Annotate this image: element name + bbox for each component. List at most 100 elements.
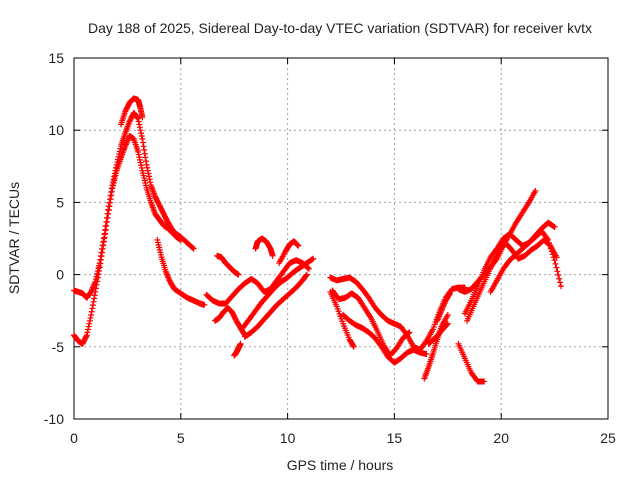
data-point xyxy=(295,242,302,249)
data-point xyxy=(108,188,115,195)
data-point xyxy=(135,115,142,122)
data-point xyxy=(100,238,107,245)
data-point xyxy=(146,176,153,183)
data-point xyxy=(444,312,451,319)
data-point xyxy=(97,260,104,267)
data-point xyxy=(104,214,111,221)
data-point xyxy=(481,378,488,385)
data-point xyxy=(139,139,146,146)
x-tick-label: 15 xyxy=(387,430,403,446)
data-point xyxy=(93,281,100,288)
data-point xyxy=(89,302,96,309)
data-point xyxy=(443,321,450,328)
data-point xyxy=(146,173,153,180)
y-tick-label: 0 xyxy=(56,267,64,283)
data-point xyxy=(94,278,101,285)
x-tick-label: 5 xyxy=(177,430,185,446)
series-trace-h xyxy=(203,257,312,307)
data-point xyxy=(141,147,148,154)
data-point xyxy=(85,323,92,330)
data-point xyxy=(138,164,145,171)
data-point xyxy=(99,249,106,256)
data-point xyxy=(92,285,99,292)
data-point xyxy=(350,342,357,349)
data-point xyxy=(303,272,310,279)
data-point xyxy=(98,253,105,260)
data-point xyxy=(141,150,148,157)
data-point xyxy=(190,245,197,252)
data-point xyxy=(555,272,562,279)
y-tick-label: 5 xyxy=(56,194,64,210)
data-point xyxy=(95,271,102,278)
data-point xyxy=(92,288,99,295)
series-trace-g xyxy=(231,340,244,359)
series-trace-e xyxy=(214,252,242,278)
data-point xyxy=(446,290,453,297)
data-point xyxy=(237,340,244,347)
data-point xyxy=(294,241,301,248)
data-point xyxy=(305,265,312,272)
data-point xyxy=(139,114,146,121)
data-point xyxy=(138,132,145,139)
data-point xyxy=(294,242,301,249)
data-point xyxy=(147,179,154,186)
data-point xyxy=(554,268,561,275)
data-point xyxy=(140,143,147,150)
data-point xyxy=(189,244,196,251)
series-trace-s xyxy=(434,290,453,324)
data-point xyxy=(83,332,90,339)
y-axis-label: SDTVAR / TECUs xyxy=(6,182,22,294)
series-trace-c xyxy=(71,132,184,347)
grid-lines xyxy=(74,58,608,419)
series-trace-w xyxy=(464,236,560,324)
series-trace-n xyxy=(327,288,357,350)
data-point xyxy=(138,162,145,169)
series-trace-k xyxy=(241,271,310,340)
x-tick-label: 0 xyxy=(70,430,78,446)
data-point xyxy=(103,218,110,225)
data-point xyxy=(136,156,143,163)
data-point xyxy=(135,151,142,158)
data-point xyxy=(177,236,184,243)
data-point xyxy=(305,264,312,271)
data-point xyxy=(105,210,112,217)
series-trace-b xyxy=(117,95,146,128)
data-point xyxy=(96,267,103,274)
data-point xyxy=(201,301,208,308)
x-tick-label: 10 xyxy=(280,430,296,446)
data-point xyxy=(553,254,560,261)
data-point xyxy=(86,320,93,327)
data-point xyxy=(556,275,563,282)
data-point xyxy=(309,256,316,263)
y-tick-label: -10 xyxy=(44,411,64,427)
data-point xyxy=(444,320,451,327)
data-point xyxy=(423,351,430,358)
data-point xyxy=(235,271,242,278)
data-point xyxy=(101,234,108,241)
data-point xyxy=(86,317,93,324)
x-tick-label: 25 xyxy=(600,430,616,446)
data-point xyxy=(144,164,151,171)
series-trace-p xyxy=(340,312,430,366)
data-point xyxy=(137,127,144,134)
data-point xyxy=(91,292,98,299)
y-tick-label: -5 xyxy=(52,339,65,355)
data-point xyxy=(134,114,141,121)
data-point xyxy=(558,283,565,290)
data-point xyxy=(144,167,151,174)
data-point xyxy=(550,223,557,230)
data-point xyxy=(88,308,95,315)
series-trace-r xyxy=(425,320,451,347)
x-axis-label: GPS time / hours xyxy=(287,457,394,473)
data-point xyxy=(107,196,114,203)
data-point xyxy=(107,199,114,206)
data-point xyxy=(106,203,113,210)
data-point xyxy=(97,256,104,263)
series-trace-l xyxy=(276,238,302,267)
data-point xyxy=(350,343,357,350)
data-point xyxy=(84,329,91,336)
data-point xyxy=(552,260,559,267)
data-point xyxy=(102,230,109,237)
data-point xyxy=(138,130,145,137)
